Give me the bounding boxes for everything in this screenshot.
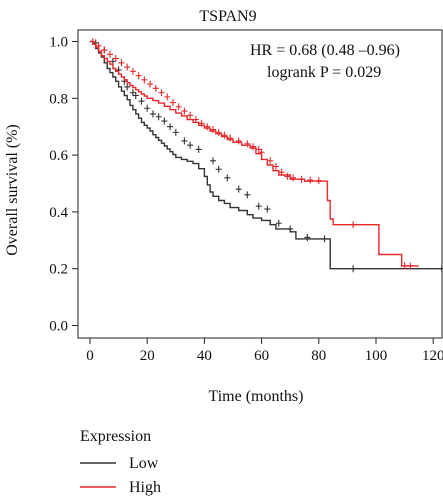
censor-mark-high xyxy=(221,131,228,139)
logrank-annotation: logrank P = 0.029 xyxy=(267,64,381,81)
censor-mark-high xyxy=(152,84,159,92)
x-tick-label: 20 xyxy=(140,348,155,364)
chart-title: TSPAN9 xyxy=(199,8,256,25)
censor-mark-low xyxy=(181,137,188,145)
censor-mark-high xyxy=(187,111,194,119)
censor-mark-low xyxy=(350,265,357,273)
y-axis: 0.0 0.2 0.4 0.6 0.8 1.0 xyxy=(49,35,78,335)
x-tick-label: 80 xyxy=(311,348,326,364)
censor-mark-high xyxy=(124,63,131,71)
censor-mark-high xyxy=(401,262,408,270)
x-tick-label: 60 xyxy=(254,348,269,364)
censor-mark-high xyxy=(147,80,154,88)
censor-mark-low xyxy=(149,110,156,118)
plot-border xyxy=(77,29,443,339)
y-tick-label: 1.0 xyxy=(49,35,68,51)
x-axis: 0 20 40 60 80 100 120 xyxy=(86,338,443,364)
censor-mark-low xyxy=(167,123,174,131)
legend-title: Expression xyxy=(80,428,151,445)
censor-mark-high xyxy=(307,176,314,184)
censor-mark-low xyxy=(255,202,262,210)
legend-high-label: High xyxy=(129,479,161,496)
censor-mark-high xyxy=(95,42,102,50)
x-tick-label: 0 xyxy=(86,348,94,364)
censor-mark-high xyxy=(215,128,222,136)
censor-mark-low xyxy=(438,265,443,273)
censor-mark-high xyxy=(101,46,108,54)
censor-mark-high xyxy=(135,72,142,80)
censor-mark-high xyxy=(267,157,274,165)
censor-mark-low xyxy=(161,117,168,125)
censor-mark-high xyxy=(235,137,242,145)
hazard-ratio-annotation: HR = 0.68 (0.48 –0.96) xyxy=(250,42,400,59)
y-tick-label: 0.8 xyxy=(49,91,68,107)
censor-mark-low xyxy=(224,174,231,182)
censor-mark-low xyxy=(244,191,251,199)
survival-curve-low xyxy=(90,40,442,270)
plot-frame xyxy=(77,29,443,339)
censor-mark-high xyxy=(244,140,251,148)
y-tick-label: 0.6 xyxy=(49,148,68,164)
y-tick-label: 0.2 xyxy=(49,262,68,278)
censor-mark-high xyxy=(227,134,234,142)
censor-mark-low xyxy=(172,128,179,136)
legend-low-label: Low xyxy=(129,455,159,472)
x-tick-label: 120 xyxy=(422,348,443,364)
censor-mark-low xyxy=(187,141,194,149)
survival-curve-high xyxy=(90,40,419,267)
censor-mark-low xyxy=(124,83,131,91)
censor-mark-high xyxy=(290,174,297,182)
y-axis-label: Overall survival (%) xyxy=(4,124,21,256)
censor-mark-low xyxy=(132,91,139,99)
x-axis-label: Time (months) xyxy=(209,388,304,405)
x-tick-label: 40 xyxy=(197,348,212,364)
censor-mark-low xyxy=(264,205,271,213)
censor-mark-high xyxy=(158,89,165,97)
censor-mark-low xyxy=(144,104,151,112)
censor-mark-high xyxy=(209,126,216,134)
censor-mark-low xyxy=(195,145,202,153)
censor-mark-low xyxy=(275,219,282,227)
y-tick-label: 0.4 xyxy=(49,205,68,221)
plot-content xyxy=(89,38,443,273)
censor-mark-high xyxy=(107,50,114,58)
censor-mark-high xyxy=(284,172,291,180)
censor-mark-low xyxy=(287,225,294,233)
x-tick-label: 100 xyxy=(365,348,388,364)
censor-mark-high xyxy=(258,148,265,156)
censor-mark-high xyxy=(89,38,96,45)
censor-mark-high xyxy=(298,175,305,183)
censor-mark-high xyxy=(169,99,176,107)
censor-mark-high xyxy=(118,59,125,67)
censor-mark-low xyxy=(209,157,216,165)
censor-mark-high xyxy=(204,123,211,131)
censor-mark-high xyxy=(198,119,205,127)
censor-mark-high xyxy=(129,67,136,75)
censor-mark-high xyxy=(141,76,148,84)
censor-mark-low xyxy=(215,165,222,173)
y-tick-label: 0.0 xyxy=(49,319,68,335)
censor-mark-high xyxy=(164,93,171,101)
censor-mark-low xyxy=(321,235,328,243)
censor-mark-high xyxy=(250,143,257,151)
legend: Expression Low High xyxy=(80,428,161,496)
censor-mark-low xyxy=(235,185,242,193)
censor-mark-high xyxy=(175,103,182,111)
censor-mark-low xyxy=(155,113,162,121)
censor-mark-high xyxy=(350,221,357,229)
censor-mark-high xyxy=(315,177,322,185)
censor-mark-high xyxy=(278,168,285,176)
censor-mark-low xyxy=(138,97,145,105)
censor-mark-high xyxy=(192,116,199,124)
censor-mark-high xyxy=(272,162,279,170)
censor-mark-high xyxy=(407,262,414,270)
censor-mark-high xyxy=(181,107,188,115)
censor-mark-low xyxy=(304,233,311,241)
censor-mark-high xyxy=(112,55,119,63)
